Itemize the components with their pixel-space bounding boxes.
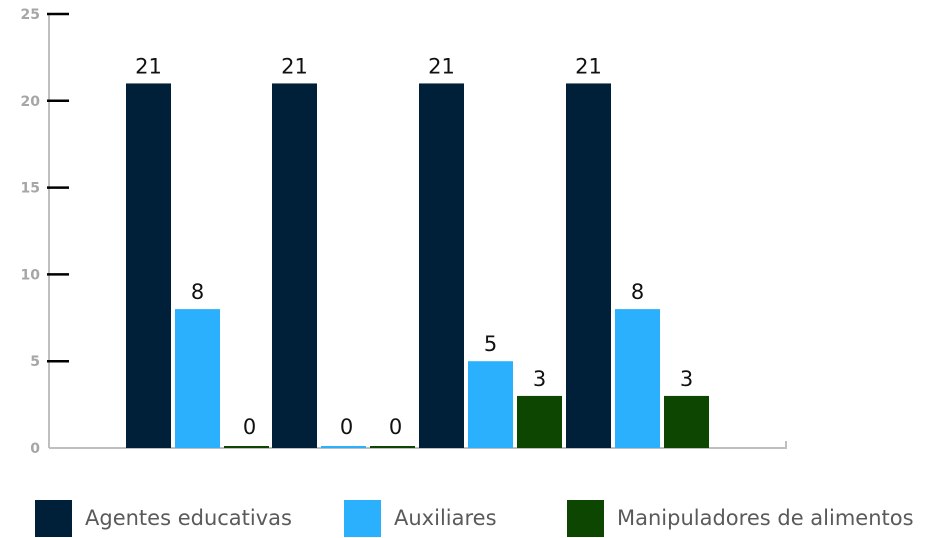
- bar-value-label: 3: [680, 367, 693, 391]
- y-tick-label: 25: [21, 7, 40, 23]
- bar: [272, 83, 317, 448]
- bar-value-label: 5: [484, 332, 497, 356]
- bar: [566, 83, 611, 448]
- bar-value-label: 3: [533, 367, 546, 391]
- bar-value-label: 21: [281, 54, 308, 78]
- legend-label-1: Auxiliares: [394, 506, 497, 530]
- bar-value-label: 0: [340, 415, 353, 439]
- bar: [224, 446, 269, 448]
- bar-value-label: 21: [575, 54, 602, 78]
- legend: Agentes educativas Auxiliares Manipulado…: [0, 498, 933, 538]
- data-labels-layer: 21 21 21 21 8 0 5 8 0 0 3 3: [135, 54, 693, 439]
- bar: [321, 446, 366, 448]
- bar-value-label: 0: [243, 415, 256, 439]
- bar: [615, 309, 660, 448]
- chart-axes: [48, 14, 787, 449]
- bar: [468, 361, 513, 448]
- legend-item-2: Manipuladores de alimentos: [567, 498, 914, 538]
- y-tick-label: 0: [30, 441, 40, 457]
- bar: [370, 446, 415, 448]
- bar-value-label: 0: [389, 415, 402, 439]
- legend-swatch-1: [344, 499, 381, 537]
- legend-swatch-0: [35, 499, 72, 537]
- legend-item-1: Auxiliares: [344, 498, 497, 538]
- bar-value-label: 21: [428, 54, 455, 78]
- y-tick-label: 20: [21, 94, 41, 110]
- bars-layer: [126, 83, 709, 448]
- bar-value-label: 8: [191, 280, 204, 304]
- legend-label-2: Manipuladores de alimentos: [617, 506, 914, 530]
- legend-swatch-2: [567, 499, 604, 537]
- bar-value-label: 8: [631, 280, 644, 304]
- legend-item-0: Agentes educativas: [35, 498, 292, 538]
- bar: [419, 83, 464, 448]
- bar: [126, 83, 171, 448]
- bar: [517, 395, 562, 448]
- y-axis-ticks: 0 5 10 15 20 25: [21, 7, 69, 457]
- bar: [664, 395, 709, 448]
- y-tick-label: 10: [21, 267, 41, 283]
- legend-label-0: Agentes educativas: [85, 506, 292, 530]
- y-tick-label: 15: [21, 181, 40, 197]
- bar-value-label: 21: [135, 54, 162, 78]
- bar: [175, 309, 220, 448]
- y-tick-label: 5: [30, 354, 40, 370]
